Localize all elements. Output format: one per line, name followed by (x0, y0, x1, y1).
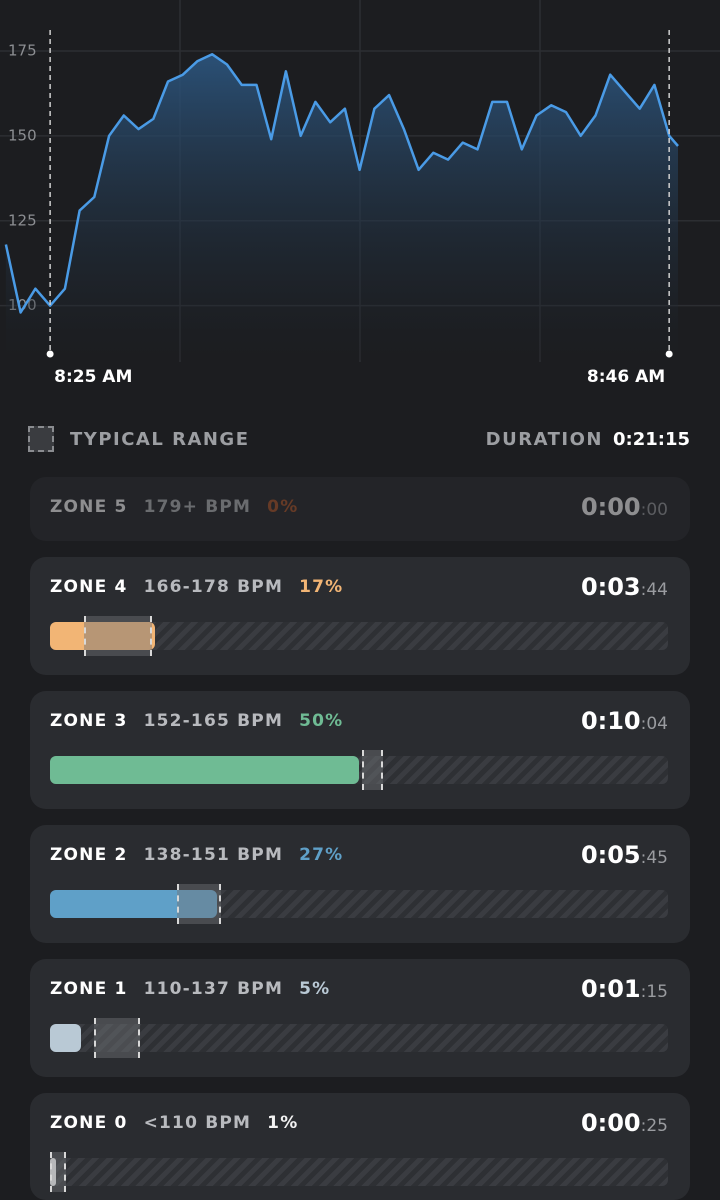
zone-range: <110 BPM (143, 1113, 252, 1133)
x-tick-label: 8:46 AM (587, 367, 665, 387)
zone-range: 166-178 BPM (143, 577, 284, 597)
zone-range: 138-151 BPM (143, 845, 284, 865)
zone-bar (50, 756, 359, 784)
legend-label: TYPICAL RANGE (70, 429, 250, 450)
typical-range (362, 750, 384, 790)
bar-track (50, 1158, 668, 1186)
zone-time-main: 0:00 (580, 1109, 641, 1137)
zone-header: ZONE 5 179+ BPM 0% (50, 497, 298, 517)
zone-percent: 0% (267, 497, 299, 517)
zone-time: 0:03:44 (581, 573, 668, 601)
zone-time-seconds: :45 (640, 848, 668, 868)
zone-range: 152-165 BPM (143, 711, 284, 731)
zone-time: 0:00:00 (581, 493, 668, 521)
zone-name: ZONE 4 (50, 577, 128, 597)
zone-percent: 1% (267, 1113, 299, 1133)
zone-card: ZONE 0 <110 BPM 1% 0:00:25 (30, 1093, 690, 1200)
y-tick-label: 150 (8, 126, 37, 144)
typical-range (93, 1018, 141, 1058)
zone-bar (50, 1158, 57, 1186)
zone-time: 0:05:45 (581, 841, 668, 869)
zone-name: ZONE 0 (50, 1113, 128, 1133)
zone-percent: 50% (299, 711, 344, 731)
x-tick-label: 8:25 AM (54, 367, 132, 387)
area-fill (5, 54, 678, 361)
zone-name: ZONE 3 (50, 711, 128, 731)
zone-bar (50, 1024, 81, 1052)
zone-time-seconds: :00 (640, 500, 668, 520)
zone-time: 0:00:25 (581, 1109, 668, 1137)
heart-rate-line (4, 53, 679, 314)
zone-time-seconds: :44 (640, 580, 668, 600)
zone-header: ZONE 3 152-165 BPM 50% (50, 711, 343, 731)
typical-range-icon (28, 426, 54, 452)
zone-bar (50, 890, 217, 918)
zone-card: ZONE 5 179+ BPM 0% 0:00:00 (30, 477, 690, 541)
zone-header: ZONE 2 138-151 BPM 27% (50, 845, 343, 865)
zone-bar (50, 622, 156, 650)
zone-time-main: 0:05 (580, 841, 641, 869)
duration: DURATION 0:21:15 (486, 429, 690, 450)
zone-header: ZONE 0 <110 BPM 1% (50, 1113, 298, 1133)
zone-percent: 5% (299, 979, 331, 999)
zone-card: ZONE 2 138-151 BPM 27% 0:05:45 (30, 825, 690, 943)
zone-card: ZONE 3 152-165 BPM 50% 0:10:04 (30, 691, 690, 809)
duration-value: 0:21:15 (612, 429, 690, 450)
typical-range (83, 616, 152, 656)
x-tick-dot (46, 350, 54, 358)
zone-time-seconds: :15 (640, 982, 668, 1002)
zone-time-main: 0:00 (580, 493, 641, 521)
y-tick-label: 125 (8, 211, 37, 229)
zone-time: 0:01:15 (581, 975, 668, 1003)
zone-percent: 17% (299, 577, 344, 597)
zone-time: 0:10:04 (581, 707, 668, 735)
zone-header: ZONE 1 110-137 BPM 5% (50, 979, 330, 999)
zone-time-seconds: :04 (640, 714, 668, 734)
zone-header: ZONE 4 166-178 BPM 17% (50, 577, 343, 597)
zone-percent: 27% (299, 845, 344, 865)
zone-time-seconds: :25 (640, 1116, 668, 1136)
zone-range: 179+ BPM (143, 497, 252, 517)
y-tick-label: 175 (8, 41, 37, 59)
zone-time-main: 0:10 (580, 707, 641, 735)
bar-track (50, 1024, 668, 1052)
typical-range (176, 884, 222, 924)
duration-label: DURATION (485, 429, 603, 450)
zone-name: ZONE 1 (50, 979, 128, 999)
zone-time-main: 0:03 (580, 573, 641, 601)
zone-name: ZONE 5 (50, 497, 128, 517)
zone-range: 110-137 BPM (143, 979, 284, 999)
zone-time-main: 0:01 (580, 975, 641, 1003)
typical-range (50, 1152, 67, 1192)
x-tick-dot (665, 350, 673, 358)
zone-name: ZONE 2 (50, 845, 128, 865)
zone-card: ZONE 4 166-178 BPM 17% 0:03:44 (30, 557, 690, 675)
zone-card: ZONE 1 110-137 BPM 5% 0:01:15 (30, 959, 690, 1077)
